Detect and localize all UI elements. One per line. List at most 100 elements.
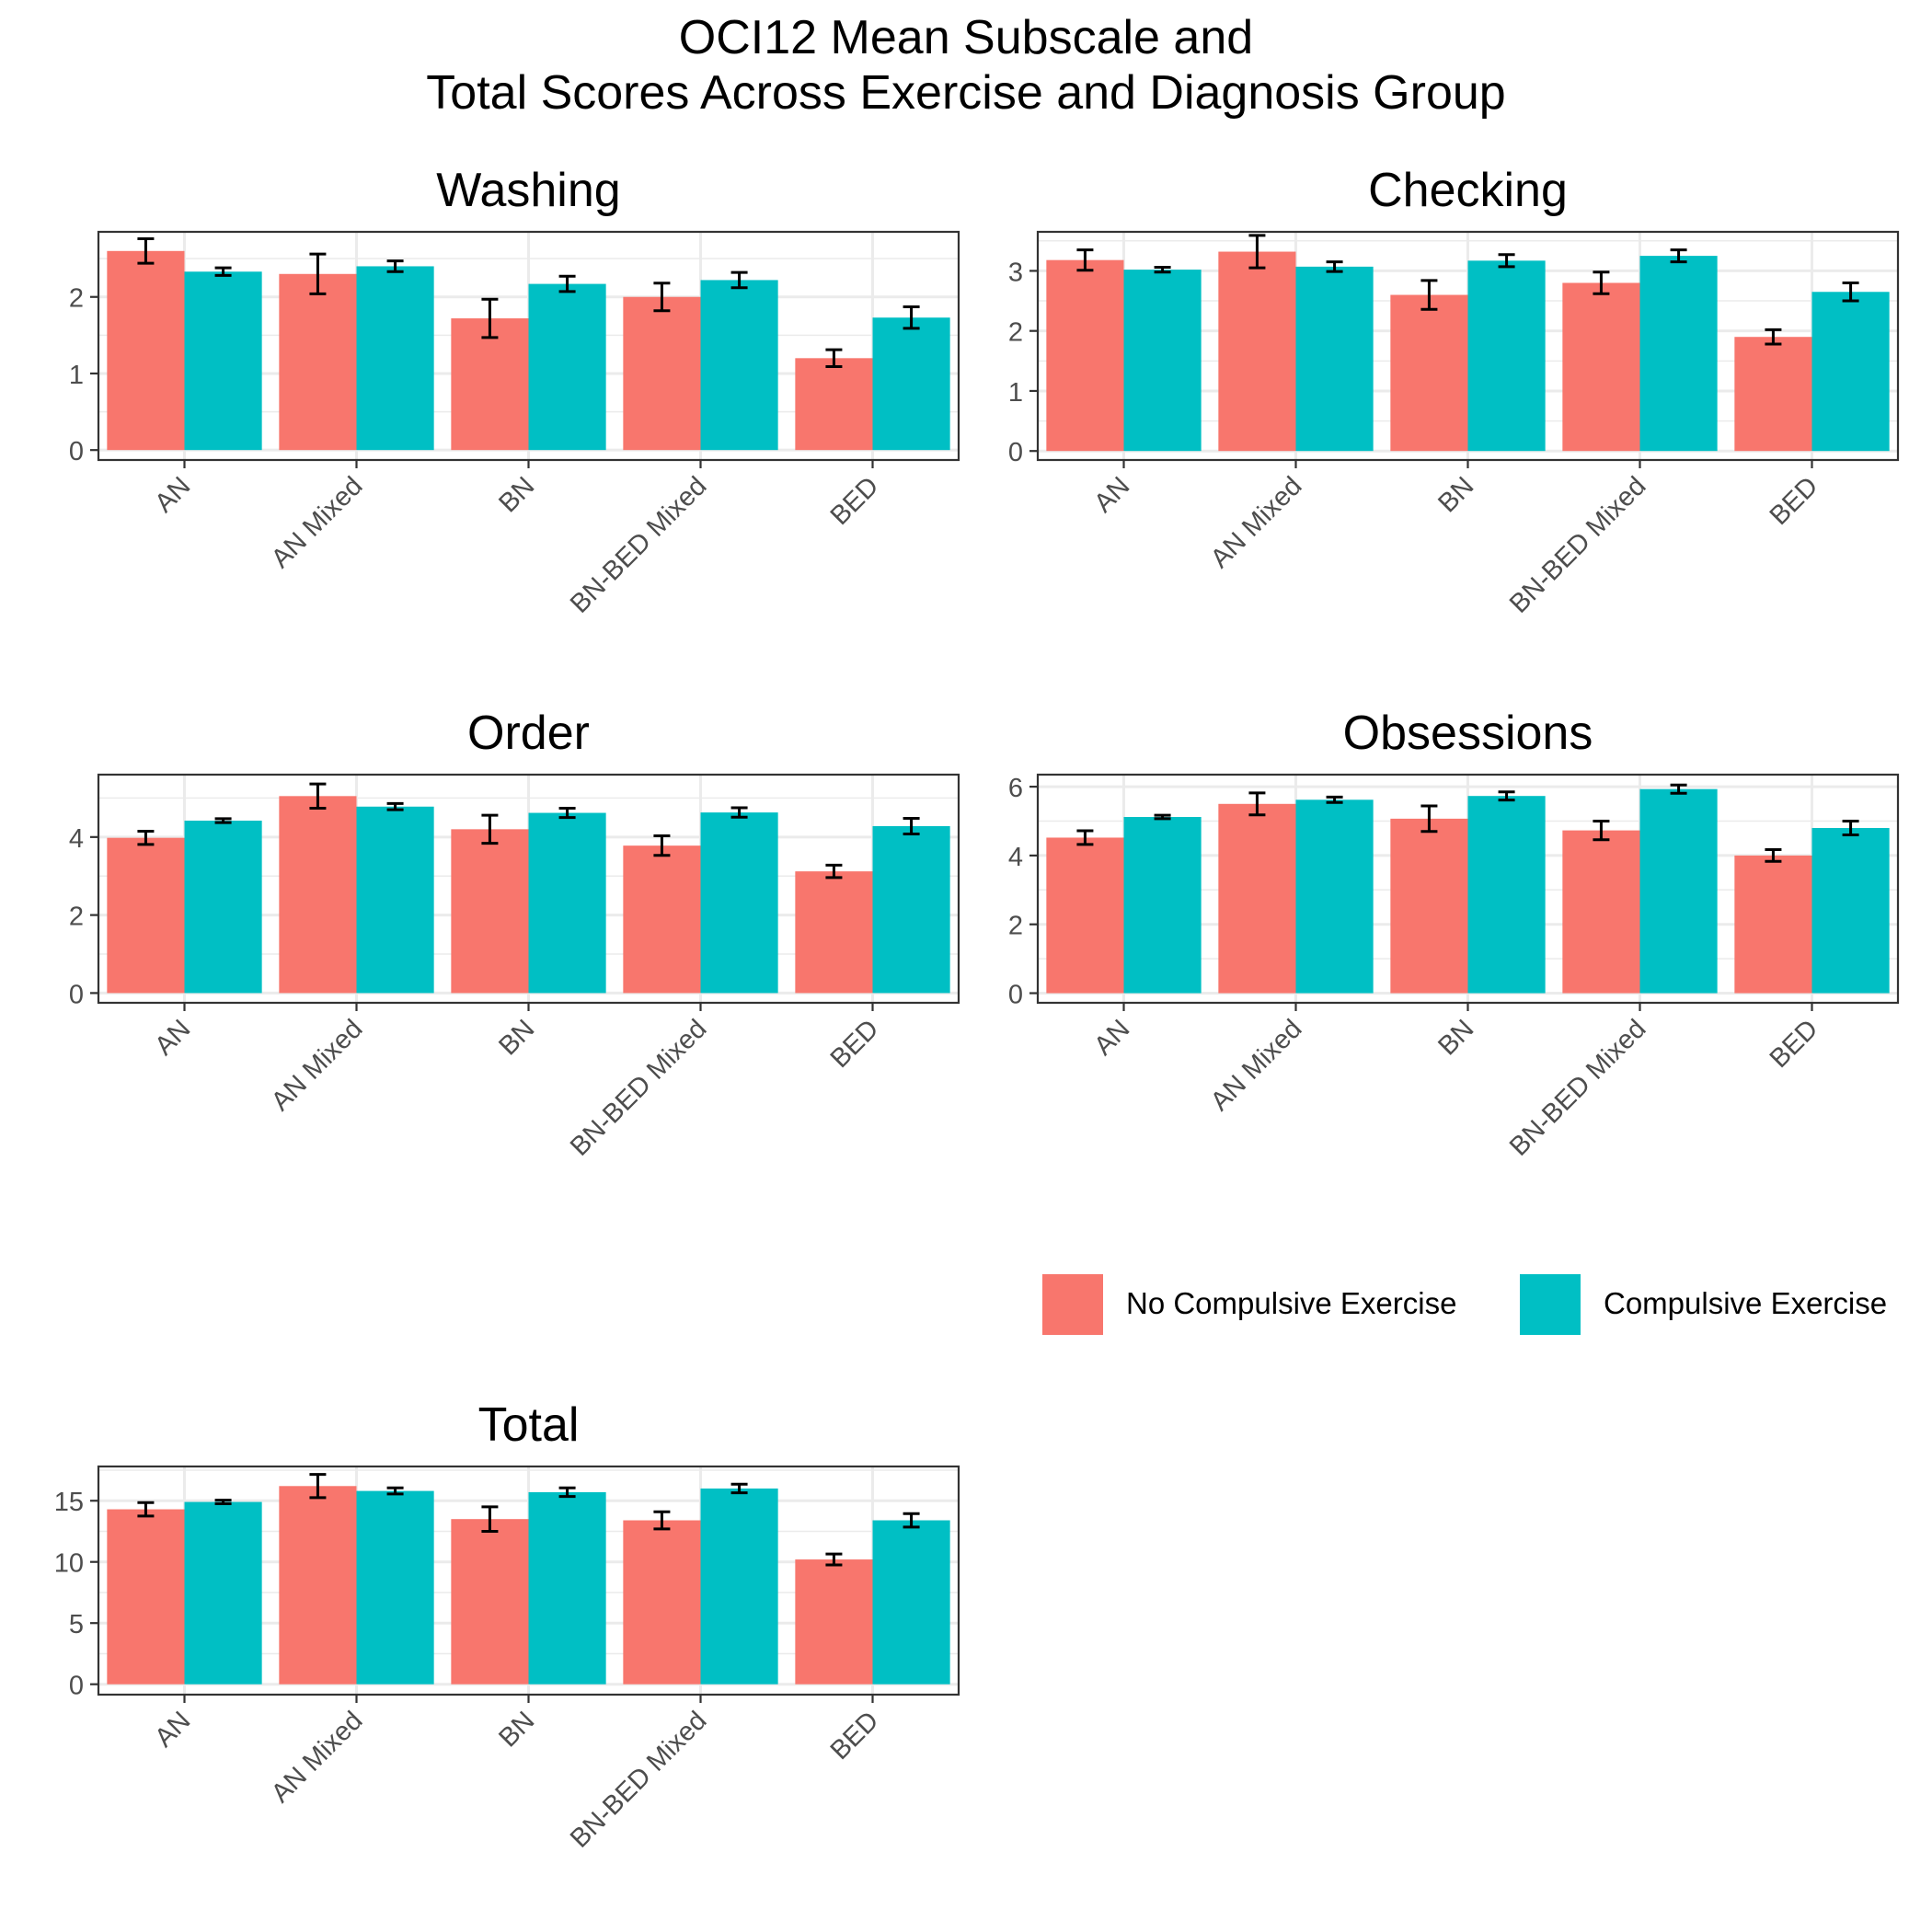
y-tick-label: 4	[1008, 843, 1023, 872]
bar	[528, 812, 606, 994]
x-tick-label: AN Mixed	[266, 1014, 369, 1117]
x-tick-label: BN	[493, 471, 540, 518]
y-tick-label: 0	[69, 1672, 84, 1701]
x-tick-label: AN	[1088, 1014, 1135, 1061]
y-tick-label: 0	[69, 980, 84, 1009]
panel-title: Washing	[436, 164, 620, 217]
x-tick-label: AN Mixed	[1205, 1014, 1308, 1117]
y-tick-label: 10	[54, 1549, 84, 1579]
panel-obsessions: Obsessions 0 2 4 6 AN AN Mixed BN BN-BED Mixed BE…	[1008, 707, 1900, 1162]
y-tick-label: 0	[1008, 438, 1023, 467]
bar	[279, 273, 357, 451]
bar	[1467, 796, 1546, 994]
bar	[184, 821, 262, 994]
bar	[1562, 282, 1640, 452]
panel-total: Total 0 5 10 15 AN AN Mixed BN BN-BED Mixed BED	[54, 1398, 960, 1854]
bar	[623, 1520, 701, 1685]
bar	[623, 845, 701, 994]
x-tick-label: BED	[1765, 1014, 1824, 1074]
x-tick-label: AN	[149, 471, 196, 518]
panel-title: Total	[478, 1398, 580, 1452]
bar	[1734, 337, 1812, 452]
bar	[107, 1509, 185, 1685]
figure-title-line-2: Total Scores Across Exercise and Diagnos…	[426, 66, 1505, 120]
x-tick-label: AN	[149, 1706, 196, 1753]
x-tick-label: BN-BED Mixed	[565, 471, 713, 619]
panel-title: Checking	[1368, 164, 1568, 217]
legend-label-compulsive: Compulsive Exercise	[1604, 1286, 1887, 1320]
panel-order: Order 0 2 4 AN AN Mixed BN BN-BED Mixed BED	[69, 707, 960, 1162]
bar	[795, 1559, 873, 1685]
bar	[528, 1491, 606, 1685]
legend-label-no-compulsive: No Compulsive Exercise	[1126, 1286, 1456, 1320]
y-tick-label: 1	[1008, 378, 1023, 408]
bar	[700, 1488, 778, 1685]
x-tick-label: BED	[825, 1014, 885, 1074]
bar	[1467, 260, 1546, 452]
x-tick-label: AN Mixed	[266, 1706, 369, 1809]
bar	[279, 1486, 357, 1685]
x-tick-label: BN-BED Mixed	[1504, 1014, 1652, 1162]
y-tick-label: 0	[69, 437, 84, 466]
bar	[872, 317, 950, 451]
x-tick-label: BN	[493, 1706, 540, 1753]
y-tick-label: 5	[69, 1610, 84, 1639]
bar	[1734, 855, 1812, 994]
y-tick-label: 3	[1008, 258, 1023, 287]
bar	[1562, 830, 1640, 994]
panel-title: Obsessions	[1343, 707, 1593, 760]
y-tick-label: 15	[54, 1488, 84, 1517]
bar	[1639, 788, 1718, 994]
bar	[451, 829, 529, 994]
y-tick-label: 1	[69, 361, 84, 390]
bar	[623, 296, 701, 451]
bar	[872, 1520, 950, 1685]
bar	[1295, 799, 1374, 994]
y-tick-label: 2	[1008, 912, 1023, 941]
bar	[795, 871, 873, 994]
y-tick-label: 2	[69, 284, 84, 314]
legend-swatch-no-compulsive	[1042, 1274, 1103, 1335]
panel-checking: Checking 0 1 2 3 AN AN Mixed BN BN-BED Mixed BED	[1008, 164, 1900, 619]
bar	[1123, 817, 1202, 994]
x-tick-label: AN Mixed	[266, 471, 369, 574]
bar	[1390, 818, 1468, 994]
panel-title: Order	[467, 707, 590, 760]
x-tick-label: BED	[825, 1706, 885, 1765]
bar	[356, 806, 434, 994]
y-tick-label: 0	[1008, 981, 1023, 1010]
x-tick-label: AN	[149, 1014, 196, 1061]
chart-panels: Washing 0 1 2 AN AN Mixed BN BN-BED Mixed BED Che…	[54, 164, 1900, 1854]
bar	[1218, 251, 1296, 452]
y-tick-label: 2	[1008, 318, 1023, 348]
y-tick-label: 2	[69, 903, 84, 932]
bar	[528, 283, 606, 451]
bar	[451, 318, 529, 451]
bar	[1811, 827, 1890, 994]
bar	[451, 1519, 529, 1685]
bar	[184, 271, 262, 451]
bar	[1046, 259, 1124, 452]
bar	[1218, 803, 1296, 994]
bar	[1295, 266, 1374, 452]
bar	[700, 812, 778, 994]
figure-title-line-1: OCI12 Mean Subscale and	[679, 11, 1253, 64]
x-tick-label: BN-BED Mixed	[1504, 471, 1652, 619]
legend-swatch-compulsive	[1520, 1274, 1581, 1335]
x-tick-label: BN	[1432, 1014, 1479, 1061]
x-tick-label: AN	[1088, 471, 1135, 518]
x-tick-label: BED	[1765, 471, 1824, 531]
y-tick-label: 4	[69, 824, 84, 854]
x-tick-label: BN	[493, 1014, 540, 1061]
bar	[356, 1490, 434, 1685]
x-tick-label: BED	[825, 471, 885, 531]
bar	[107, 837, 185, 994]
x-tick-label: BN-BED Mixed	[565, 1706, 713, 1854]
y-tick-label: 6	[1008, 774, 1023, 803]
panel-washing: Washing 0 1 2 AN AN Mixed BN BN-BED Mixed BED	[69, 164, 960, 619]
x-tick-label: BN-BED Mixed	[565, 1014, 713, 1162]
bar	[279, 796, 357, 994]
bar	[184, 1501, 262, 1685]
bar	[795, 358, 873, 451]
